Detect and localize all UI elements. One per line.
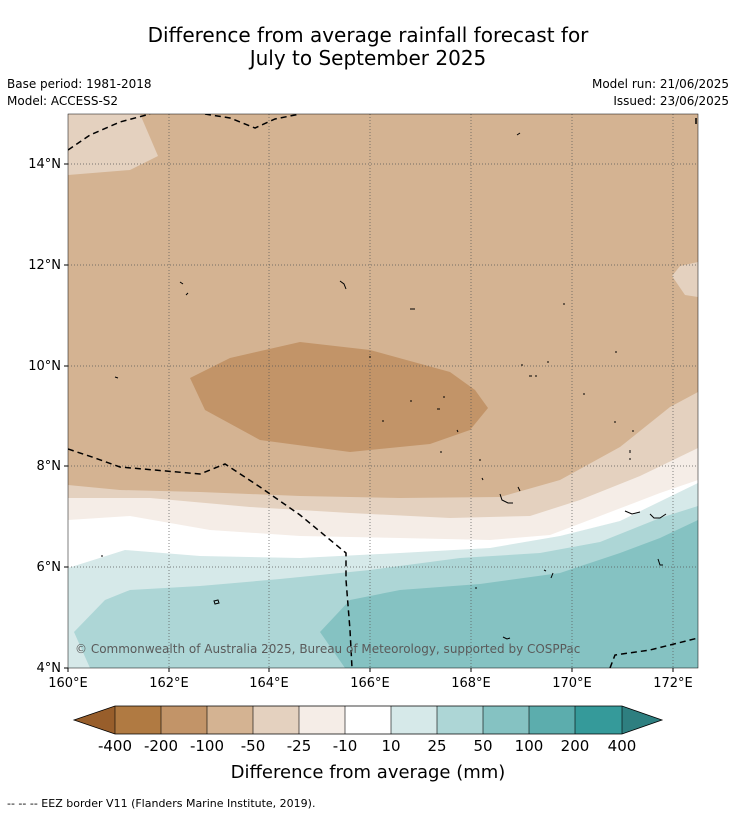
lon-label-164: 164°E [249,676,289,691]
colorbar-label: 400 [608,737,637,755]
colorbar-label: -100 [190,737,224,755]
gridlines [68,114,698,668]
colorbar-seg-4 [253,706,299,734]
colorbar-seg-3 [207,706,253,734]
lon-label-160: 160°E [48,676,88,691]
map-frame [67,113,699,669]
colorbar-title: Difference from average (mm) [230,762,506,783]
colorbar-seg-6 [345,706,391,734]
eez-border [68,114,698,668]
issued-text: Issued: 23/06/2025 [613,94,729,108]
colorbar-seg-11 [575,706,622,734]
axis-ticks [64,163,674,672]
colorbar-label: 50 [473,737,492,755]
colorbar-seg-9 [483,706,529,734]
lat-label-12: 12°N [28,258,61,273]
lat-label-10: 10°N [28,359,61,374]
island-outlines [101,132,667,640]
lat-label-8: 8°N [37,459,62,474]
chart-title-line2: July to September 2025 [249,46,487,70]
base-period-text: Base period: 1981-2018 [7,77,152,91]
lon-label-166: 166°E [350,676,390,691]
colorbar-label: -200 [144,737,178,755]
copyright-text: © Commonwealth of Australia 2025, Bureau… [75,642,580,656]
chart-title-line1: Difference from average rainfall forecas… [147,23,589,47]
colorbar-label: -10 [333,737,358,755]
region-p50-p100 [320,520,698,668]
colorbar-seg-7 [391,706,437,734]
lat-label-6: 6°N [37,560,62,575]
colorbar-label: -50 [241,737,266,755]
colorbar-label: 25 [427,737,446,755]
colorbar-seg-8 [437,706,483,734]
colorbar-low-arrow [74,706,115,734]
colorbar-seg-5 [299,706,345,734]
lon-label-170: 170°E [552,676,592,691]
colorbar-label: 10 [381,737,400,755]
lon-label-172: 172°E [653,676,693,691]
colorbar-high-arrow [622,706,662,734]
eez-border-legend: -- -- -- EEZ border V11 (Flanders Marine… [7,797,316,810]
model-run-text: Model run: 21/06/2025 [591,77,729,91]
region-m50-m25-topleft [68,114,158,175]
region-m50-m25-right [672,262,698,297]
colorbar-seg-10 [529,706,575,734]
rainfall-anomaly-map: © Commonwealth of Australia 2025, Bureau… [68,114,698,668]
colorbar-label: 200 [561,737,590,755]
colorbar-seg-1 [115,706,161,734]
colorbar-seg-2 [161,706,207,734]
colorbar-label: -400 [98,737,132,755]
colorbar [72,705,664,735]
lon-label-162: 162°E [149,676,189,691]
region-m200-m100-center [190,342,488,452]
colorbar-label: -25 [287,737,312,755]
lon-label-168: 168°E [451,676,491,691]
model-text: Model: ACCESS-S2 [7,94,119,108]
lat-label-14: 14°N [28,157,61,172]
colorbar-label: 100 [515,737,544,755]
lat-label-4: 4°N [37,661,62,676]
